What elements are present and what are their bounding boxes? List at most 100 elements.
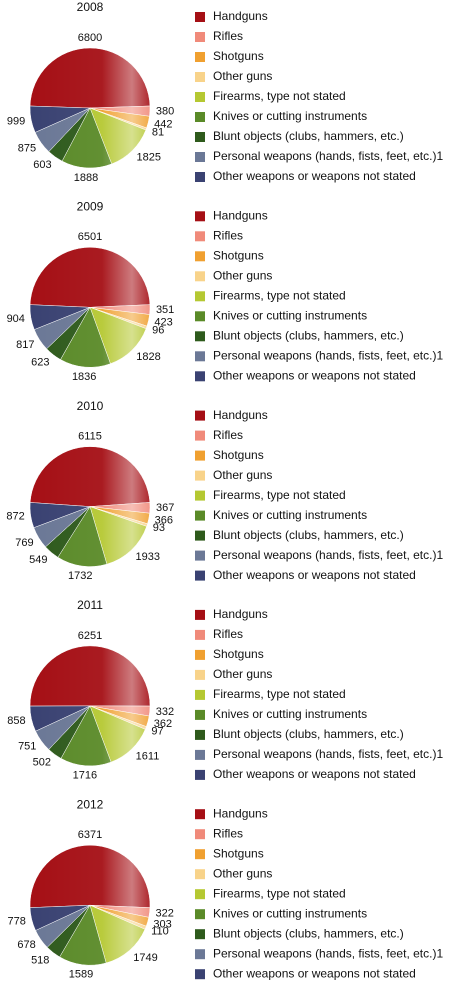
legend-label: Personal weapons (hands, fists, feet, et… bbox=[213, 946, 443, 960]
legend-swatch bbox=[195, 490, 205, 501]
legend-swatch bbox=[195, 470, 205, 481]
chart-title: 2012 bbox=[77, 797, 104, 811]
pie-slice bbox=[29, 47, 151, 109]
legend-label: Shotguns bbox=[213, 448, 264, 462]
legend-label: Firearms, type not stated bbox=[213, 687, 346, 701]
data-label: 93 bbox=[153, 522, 165, 534]
data-label: 999 bbox=[7, 115, 25, 127]
data-label: 110 bbox=[151, 925, 169, 937]
legend-label: Firearms, type not stated bbox=[213, 89, 346, 103]
legend-swatch bbox=[195, 929, 205, 940]
legend-label: Other guns bbox=[213, 468, 272, 482]
legend-label: Blunt objects (clubs, hammers, etc.) bbox=[213, 129, 404, 143]
legend-label: Firearms, type not stated bbox=[213, 288, 346, 302]
data-label: 904 bbox=[7, 313, 25, 325]
legend-swatch bbox=[195, 231, 205, 242]
legend-label: Knives or cutting instruments bbox=[213, 508, 367, 522]
data-label: 81 bbox=[152, 126, 164, 138]
legend-swatch bbox=[195, 550, 205, 561]
data-label: 872 bbox=[6, 511, 24, 523]
legend-label: Blunt objects (clubs, hammers, etc.) bbox=[213, 727, 404, 741]
legend-label: Rifles bbox=[213, 29, 243, 43]
legend-label: Handguns bbox=[213, 9, 268, 23]
legend-label: Shotguns bbox=[213, 248, 264, 262]
legend-swatch bbox=[195, 371, 205, 382]
legend-swatch bbox=[195, 849, 205, 860]
data-label: 1933 bbox=[135, 551, 159, 563]
legend-label: Other guns bbox=[213, 667, 272, 681]
legend-label: Other weapons or weapons not stated bbox=[213, 966, 416, 980]
legend-swatch bbox=[195, 351, 205, 362]
legend-label: Handguns bbox=[213, 208, 268, 222]
data-label: 423 bbox=[154, 316, 172, 328]
legend-label: Other guns bbox=[213, 268, 272, 282]
data-label: 1836 bbox=[72, 371, 96, 383]
legend-swatch bbox=[195, 92, 205, 102]
data-label: 380 bbox=[156, 106, 174, 118]
chart-title: 2010 bbox=[77, 399, 104, 413]
data-label: 817 bbox=[16, 339, 34, 351]
legend-label: Other weapons or weapons not stated bbox=[213, 568, 416, 582]
legend-label: Shotguns bbox=[213, 49, 264, 63]
legend-swatch bbox=[195, 570, 205, 581]
legend-swatch bbox=[195, 530, 205, 541]
legend-swatch bbox=[195, 649, 205, 660]
legend-label: Shotguns bbox=[213, 647, 264, 661]
data-label: 1828 bbox=[136, 351, 160, 363]
legend-swatch bbox=[195, 112, 205, 122]
legend-label: Knives or cutting instruments bbox=[213, 109, 367, 123]
data-label: 6371 bbox=[78, 829, 102, 841]
pie-slice bbox=[29, 446, 151, 507]
pie-slice bbox=[29, 844, 151, 908]
legend-label: Personal weapons (hands, fists, feet, et… bbox=[213, 548, 443, 562]
data-label: 1716 bbox=[73, 770, 97, 782]
data-label: 6251 bbox=[78, 630, 102, 642]
legend-swatch bbox=[195, 669, 205, 680]
data-label: 362 bbox=[154, 718, 172, 730]
legend-swatch bbox=[195, 709, 205, 720]
data-label: 858 bbox=[7, 715, 25, 727]
legend-label: Other weapons or weapons not stated bbox=[213, 767, 416, 781]
legend-label: Knives or cutting instruments bbox=[213, 308, 367, 322]
legend-label: Rifles bbox=[213, 228, 243, 242]
legend-label: Handguns bbox=[213, 607, 268, 621]
legend-swatch bbox=[195, 12, 205, 22]
legend-label: Rifles bbox=[213, 627, 243, 641]
legend-swatch bbox=[195, 251, 205, 262]
data-label: 303 bbox=[153, 918, 171, 930]
legend-label: Blunt objects (clubs, hammers, etc.) bbox=[213, 328, 404, 342]
data-label: 778 bbox=[7, 916, 25, 928]
legend-label: Firearms, type not stated bbox=[213, 886, 346, 900]
data-label: 1732 bbox=[68, 570, 92, 582]
data-label: 518 bbox=[31, 954, 49, 966]
legend-swatch bbox=[195, 132, 205, 142]
legend-swatch bbox=[195, 211, 205, 222]
data-label: 97 bbox=[151, 726, 163, 738]
data-label: 96 bbox=[152, 325, 164, 337]
legend-swatch bbox=[195, 291, 205, 302]
legend-swatch bbox=[195, 829, 205, 840]
legend-swatch bbox=[195, 629, 205, 640]
legend-swatch bbox=[195, 889, 205, 900]
data-label: 623 bbox=[31, 356, 49, 368]
data-label: 1589 bbox=[69, 969, 93, 981]
data-label: 603 bbox=[33, 159, 51, 171]
legend-swatch bbox=[195, 510, 205, 521]
pie-slice bbox=[29, 645, 151, 707]
data-label: 1888 bbox=[74, 172, 98, 184]
legend-swatch bbox=[195, 969, 205, 980]
data-label: 751 bbox=[18, 741, 36, 753]
data-label: 549 bbox=[29, 554, 47, 566]
legend-swatch bbox=[195, 152, 205, 162]
data-label: 678 bbox=[17, 939, 35, 951]
legend-swatch bbox=[195, 749, 205, 760]
data-label: 1749 bbox=[133, 952, 157, 964]
legend-swatch bbox=[195, 271, 205, 282]
legend-swatch bbox=[195, 311, 205, 322]
data-label: 322 bbox=[156, 908, 174, 920]
chart-title: 2009 bbox=[77, 199, 104, 213]
legend-swatch bbox=[195, 430, 205, 441]
data-label: 6115 bbox=[78, 431, 102, 443]
data-label: 875 bbox=[18, 142, 36, 154]
legend-label: Knives or cutting instruments bbox=[213, 906, 367, 920]
